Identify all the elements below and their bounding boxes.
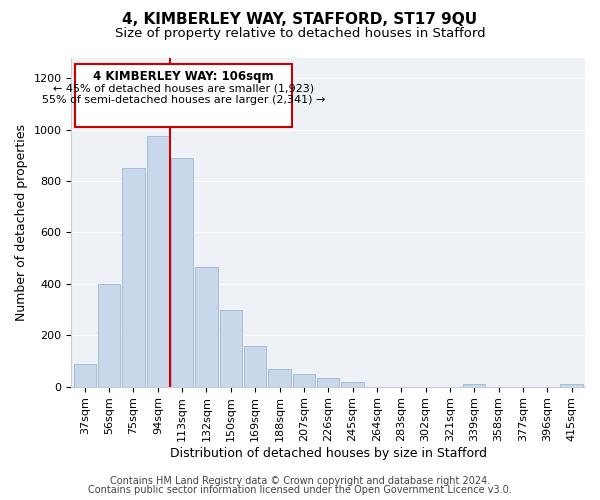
Bar	[220, 310, 242, 386]
Bar	[171, 158, 193, 386]
Text: Contains HM Land Registry data © Crown copyright and database right 2024.: Contains HM Land Registry data © Crown c…	[110, 476, 490, 486]
Text: 4 KIMBERLEY WAY: 106sqm: 4 KIMBERLEY WAY: 106sqm	[93, 70, 274, 84]
Text: 4, KIMBERLEY WAY, STAFFORD, ST17 9QU: 4, KIMBERLEY WAY, STAFFORD, ST17 9QU	[122, 12, 478, 28]
X-axis label: Distribution of detached houses by size in Stafford: Distribution of detached houses by size …	[170, 447, 487, 460]
FancyBboxPatch shape	[75, 64, 292, 127]
Bar	[268, 368, 291, 386]
Text: 55% of semi-detached houses are larger (2,341) →: 55% of semi-detached houses are larger (…	[41, 95, 325, 105]
Bar	[560, 384, 583, 386]
Bar	[98, 284, 121, 386]
Bar	[74, 364, 96, 386]
Bar	[463, 384, 485, 386]
Bar	[244, 346, 266, 387]
Bar	[341, 382, 364, 386]
Bar	[122, 168, 145, 386]
Text: ← 45% of detached houses are smaller (1,923): ← 45% of detached houses are smaller (1,…	[53, 83, 314, 93]
Bar	[317, 378, 340, 386]
Text: Contains public sector information licensed under the Open Government Licence v3: Contains public sector information licen…	[88, 485, 512, 495]
Bar	[146, 136, 169, 386]
Bar	[293, 374, 315, 386]
Text: Size of property relative to detached houses in Stafford: Size of property relative to detached ho…	[115, 28, 485, 40]
Y-axis label: Number of detached properties: Number of detached properties	[15, 124, 28, 320]
Bar	[195, 267, 218, 386]
